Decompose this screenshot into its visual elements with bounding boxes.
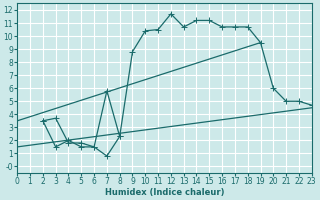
X-axis label: Humidex (Indice chaleur): Humidex (Indice chaleur): [105, 188, 224, 197]
